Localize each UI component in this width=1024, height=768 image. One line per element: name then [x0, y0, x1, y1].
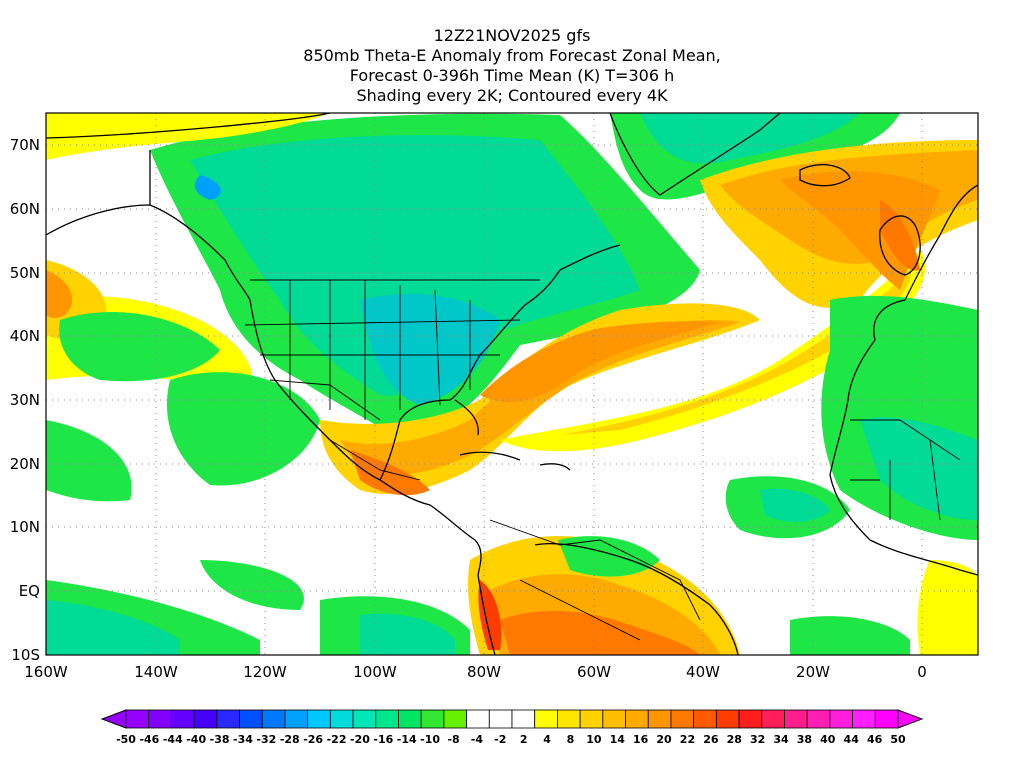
colorbar-tick-label: 8 [566, 733, 575, 746]
colorbar-tick-label: -22 [326, 733, 347, 746]
colorbar-tick-label: 44 [843, 733, 859, 746]
colorbar-swatch [239, 709, 263, 729]
lon-label-120w: 120W [243, 663, 287, 681]
colorbar-swatch [329, 709, 354, 729]
colorbar-swatch [125, 709, 150, 729]
colorbar-swatch [261, 709, 286, 729]
map-frame [45, 112, 979, 656]
colorbar-tick-label: -38 [209, 733, 230, 746]
colorbar-swatch [398, 709, 422, 729]
colorbar-swatch [806, 709, 831, 729]
colorbar-swatch [307, 709, 331, 729]
colorbar-tick-label: 4 [543, 733, 551, 746]
lat-label-70n: 70N [9, 136, 40, 154]
colorbar-swatch [693, 709, 717, 729]
colorbar [100, 709, 924, 729]
lat-label-30n: 30N [9, 391, 40, 409]
colorbar-tick-label: 14 [609, 733, 625, 746]
lon-label-100w: 100W [353, 663, 397, 681]
colorbar-tick-label: -16 [373, 733, 394, 746]
title-line-3: Forecast 0-396h Time Mean (K) T=306 h [349, 66, 675, 85]
colorbar-arrow-right [897, 709, 924, 729]
grid-lines [46, 113, 978, 655]
colorbar-swatch [761, 709, 785, 729]
title-line-4: Shading every 2K; Contoured every 4K [356, 86, 668, 105]
colorbar-arrow-left [100, 709, 127, 729]
colorbar-tick-label: -40 [186, 733, 207, 746]
colorbar-swatch [557, 709, 581, 729]
colorbar-swatch [443, 709, 467, 729]
colorbar-swatch [670, 709, 695, 729]
colorbar-swatch [784, 709, 808, 729]
colorbar-tick-label: -44 [162, 733, 183, 746]
colorbar-tick-label: -8 [447, 733, 460, 746]
colorbar-swatch [352, 709, 377, 729]
colorbar-swatch [647, 709, 672, 729]
colorbar-swatch [375, 709, 399, 729]
colorbar-tick-label: -32 [256, 733, 277, 746]
colorbar-swatch [602, 709, 626, 729]
colorbar-tick-label: 32 [749, 733, 766, 746]
lon-label-60w: 60W [577, 663, 611, 681]
colorbar-tick-label: 26 [703, 733, 719, 746]
lat-label-20n: 20N [9, 455, 40, 473]
colorbar-tick-label: 46 [866, 733, 883, 746]
lon-label-0: 0 [917, 663, 927, 681]
colorbar-swatch [579, 709, 604, 729]
title-line-2: 850mb Theta-E Anomaly from Forecast Zona… [303, 46, 721, 65]
lat-label-50n: 50N [9, 264, 40, 282]
colorbar-swatch [284, 709, 309, 729]
colorbar-swatch [625, 709, 649, 729]
lat-label-eq: EQ [18, 582, 40, 600]
colorbar-tick-label: 34 [773, 733, 789, 746]
lat-label-60n: 60N [9, 200, 40, 218]
political-borders [244, 279, 961, 641]
colorbar-tick-label: -26 [303, 733, 324, 746]
lon-label-140w: 140W [134, 663, 178, 681]
colorbar-swatch [216, 709, 240, 729]
lon-label-80w: 80W [467, 663, 501, 681]
colorbar-tick-label: -14 [396, 733, 417, 746]
colorbar-tick-label: -28 [279, 733, 300, 746]
colorbar-swatch [715, 709, 740, 729]
title-line-1: 12Z21NOV2025 gfs [433, 26, 591, 45]
colorbar-swatch [466, 709, 490, 729]
colorbar-swatch [420, 709, 445, 729]
colorbar-swatch [852, 709, 876, 729]
colorbar-tick-label: 28 [726, 733, 742, 746]
colorbar-swatch [874, 709, 899, 729]
lon-label-160w: 160W [24, 663, 68, 681]
coastlines [46, 113, 978, 655]
anomaly-shading [46, 113, 978, 655]
colorbar-swatch [193, 709, 218, 729]
colorbar-tick-label: 40 [820, 733, 836, 746]
colorbar-swatch [488, 709, 513, 729]
lat-label-40n: 40N [9, 327, 40, 345]
colorbar-swatch [738, 709, 763, 729]
colorbar-tick-label: 22 [679, 733, 696, 746]
lat-label-10n: 10N [9, 518, 40, 536]
colorbar-tick-label: 2 [519, 733, 528, 746]
colorbar-swatch [534, 709, 558, 729]
colorbar-swatch [148, 709, 172, 729]
lon-label-40w: 40W [686, 663, 720, 681]
colorbar-tick-label: -46 [139, 733, 160, 746]
lat-label-10s: 10S [11, 646, 40, 664]
colorbar-tick-label: 16 [633, 733, 649, 746]
colorbar-swatch [829, 709, 853, 729]
colorbar-tick-label: 38 [796, 733, 813, 746]
colorbar-tick-label: 50 [890, 733, 906, 746]
colorbar-tick-label: -34 [233, 733, 253, 746]
colorbar-tick-label: -50 [116, 733, 136, 746]
colorbar-tick-label: -20 [350, 733, 370, 746]
colorbar-swatch [171, 709, 195, 729]
colorbar-tick-label: -4 [470, 733, 484, 746]
colorbar-tick-label: 20 [656, 733, 672, 746]
colorbar-tick-label: 10 [586, 733, 602, 746]
colorbar-swatch [511, 709, 536, 729]
colorbar-tick-label: -2 [494, 733, 507, 746]
colorbar-tick-label: -10 [420, 733, 441, 746]
lon-label-20w: 20W [796, 663, 830, 681]
